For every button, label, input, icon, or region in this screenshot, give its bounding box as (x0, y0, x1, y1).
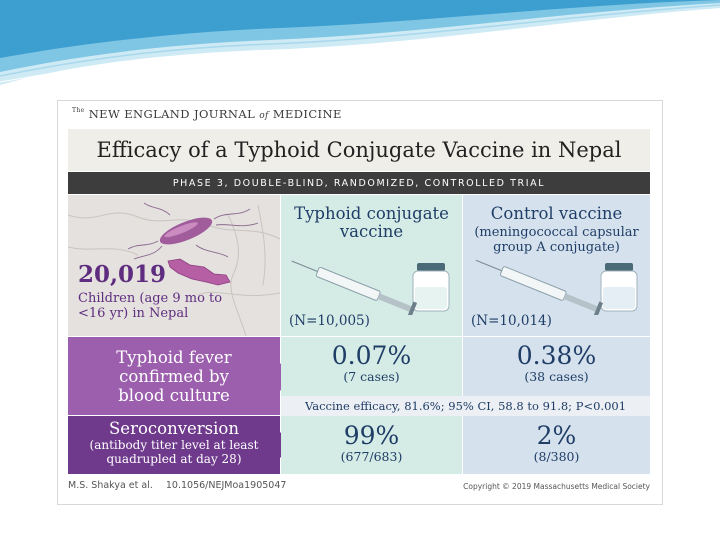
seroconversion-control-cell: 2% (8/380) (463, 416, 650, 474)
journal-of: of (259, 111, 269, 121)
typhoid-control-cases: (38 cases) (524, 369, 589, 384)
tcv-name-line1: Typhoid conjugate (294, 204, 449, 223)
seroconversion-outcome-label: Seroconversion (antibody titer level at … (68, 416, 280, 474)
trial-design-label: PHASE 3, DOUBLE-BLIND, RANDOMIZED, CONTR… (172, 177, 546, 189)
title-band: Efficacy of a Typhoid Conjugate Vaccine … (68, 129, 650, 171)
typhoid-outcome-label: Typhoid fever confirmed by blood culture (68, 337, 280, 415)
control-desc-line1: (meningococcal capsular (474, 225, 639, 240)
population-panel: 20,019 Children (age 9 mo to <16 yr) in … (68, 195, 280, 336)
control-n: (N=10,014) (471, 313, 552, 329)
citation: M.S. Shakya et al. 10.1056/NEJMoa1905047 (68, 480, 286, 491)
journal-name-part1: NEW ENGLAND JOURNAL (88, 107, 256, 121)
journal-prefix: The (72, 107, 85, 114)
seroconversion-desc-line1: (antibody titer level at least (89, 438, 259, 452)
control-group-panel: Control vaccine (meningococcal capsular … (463, 195, 650, 336)
typhoid-tcv-cases: (7 cases) (343, 369, 400, 384)
citation-doi: 10.1056/NEJMoa1905047 (165, 480, 287, 491)
decorative-swoosh (0, 0, 720, 85)
tcv-name-line2: vaccine (339, 222, 404, 241)
seroconversion-tcv-cell: 99% (677/683) (281, 416, 462, 474)
typhoid-label-line2: confirmed by (119, 366, 229, 386)
typhoid-label-line1: Typhoid fever (116, 347, 232, 367)
citation-authors: M.S. Shakya et al. (68, 480, 153, 491)
typhoid-label-line3: blood culture (118, 385, 230, 405)
tcv-group-name: Typhoid conjugate vaccine (281, 205, 462, 241)
tcv-group-panel: Typhoid conjugate vaccine (N=10,005) (281, 195, 462, 336)
vaccine-efficacy-text: Vaccine efficacy, 81.6%; 95% CI, 58.8 to… (304, 399, 627, 413)
vaccine-efficacy-bar: Vaccine efficacy, 81.6%; 95% CI, 58.8 to… (281, 396, 650, 416)
typhoid-tcv-cell: 0.07% (7 cases) (281, 337, 462, 396)
seroconversion-label: Seroconversion (109, 419, 239, 438)
tcv-n: (N=10,005) (289, 313, 370, 329)
trial-design-band: PHASE 3, DOUBLE-BLIND, RANDOMIZED, CONTR… (68, 172, 650, 194)
typhoid-tcv-rate: 0.07% (331, 341, 412, 370)
copyright: Copyright © 2019 Massachusetts Medical S… (463, 482, 650, 491)
population-desc-line1: Children (age 9 mo to (78, 291, 223, 306)
control-group-name: Control vaccine (490, 204, 623, 223)
journal-name-part2: MEDICINE (272, 107, 342, 121)
page-title: Efficacy of a Typhoid Conjugate Vaccine … (96, 138, 622, 162)
typhoid-control-rate: 0.38% (516, 341, 597, 370)
seroconversion-control-rate: 2% (536, 421, 577, 450)
syringe-vial-illustration (475, 259, 638, 315)
infographic-card: The NEW ENGLAND JOURNAL of MEDICINE Effi… (57, 100, 663, 505)
typhoid-control-cell: 0.38% (38 cases) (463, 337, 650, 396)
seroconversion-tcv-count: (677/683) (340, 449, 403, 464)
bacterium-illustration (127, 202, 259, 260)
control-group-desc: (meningococcal capsular group A conjugat… (463, 225, 650, 255)
population-description: Children (age 9 mo to <16 yr) in Nepal (78, 291, 238, 321)
syringe-vial-illustration (291, 260, 450, 315)
seroconversion-control-count: (8/380) (533, 449, 580, 464)
journal-masthead: The NEW ENGLAND JOURNAL of MEDICINE (72, 107, 342, 121)
nepal-map-illustration (68, 204, 280, 336)
population-count: 20,019 (78, 261, 167, 288)
control-desc-line2: group A conjugate) (493, 240, 620, 255)
seroconversion-desc-line2: quadrupled at day 28) (106, 452, 242, 466)
population-desc-line2: <16 yr) in Nepal (78, 306, 189, 321)
seroconversion-tcv-rate: 99% (343, 421, 400, 450)
